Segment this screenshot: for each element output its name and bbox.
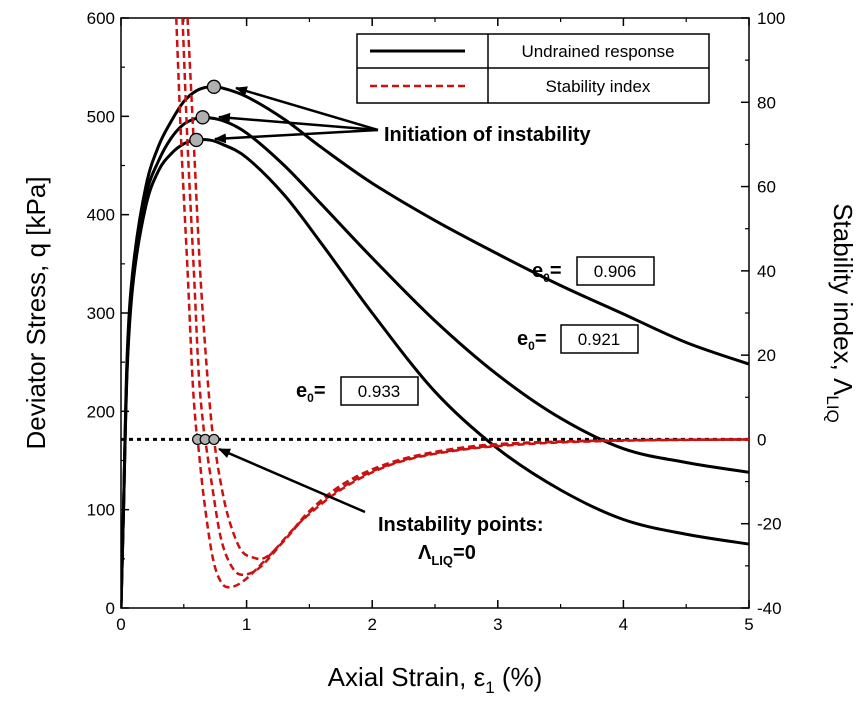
y2-tick-label: -40 — [757, 599, 782, 618]
y-tick-label: 200 — [87, 402, 115, 421]
legend-label-stability: Stability index — [546, 77, 651, 96]
legend-label-undrained: Undrained response — [521, 42, 674, 61]
undrained-response-line-2 — [121, 137, 749, 608]
x-tick-label: 0 — [116, 615, 125, 634]
y2-tick-label: 60 — [757, 178, 776, 197]
peak-marker — [206, 79, 222, 94]
e0-box-0921 — [560, 324, 639, 354]
e0-label-0906: e0= 0.906 — [532, 256, 655, 286]
x-tick-label: 4 — [619, 615, 628, 634]
arrow-initiation-3 — [214, 128, 379, 144]
markers — [189, 79, 222, 446]
annotation-instability-line2: ΛLIQ=0 — [418, 542, 476, 568]
x-tick-label: 1 — [242, 615, 251, 634]
svg-text:e0=: e0= — [296, 380, 326, 405]
x-tick-label: 5 — [744, 615, 753, 634]
annotations: Initiation of instability Instability po… — [214, 86, 655, 568]
e0-label-0933: e0= 0.933 — [296, 376, 419, 406]
y-tick-label: 0 — [106, 599, 115, 618]
svg-text:0.906: 0.906 — [594, 262, 637, 281]
y2-tick-label: 20 — [757, 346, 776, 365]
y2-tick-label: 0 — [757, 430, 766, 449]
peak-marker — [189, 132, 204, 148]
arrow-initiation-1 — [235, 86, 379, 132]
y-tick-label: 400 — [87, 206, 115, 225]
y2-tick-label: -20 — [757, 515, 782, 534]
y2-tick-label: 40 — [757, 262, 776, 281]
y2-tick-label: 80 — [757, 93, 776, 112]
annotation-initiation: Initiation of instability — [384, 124, 592, 146]
stability-index-line-3 — [186, 18, 749, 561]
peak-marker — [195, 110, 210, 125]
x-axis-title: Axial Strain, ε1 (%) — [328, 662, 543, 697]
x-tick-label: 3 — [493, 615, 502, 634]
annotation-instability-line1: Instability points: — [378, 514, 544, 536]
instability-marker — [208, 433, 220, 446]
svg-text:0.933: 0.933 — [358, 382, 401, 401]
arrow-instability — [218, 447, 366, 514]
y-tick-label: 100 — [87, 501, 115, 520]
legend: Undrained response Stability index — [356, 33, 710, 104]
y-tick-label: 300 — [87, 304, 115, 323]
stability-index-line-5 — [175, 18, 749, 589]
x-tick-label: 2 — [367, 615, 376, 634]
e0-box-0933 — [340, 376, 419, 406]
y2-tick-label: 100 — [757, 9, 785, 28]
svg-text:e0=: e0= — [532, 260, 562, 285]
y-axis-title: Deviator Stress, q [kPa] — [21, 176, 51, 449]
svg-text:0.921: 0.921 — [578, 330, 621, 349]
y-tick-label: 500 — [87, 107, 115, 126]
tick-labels: 0 1 2 3 4 5 0 100 200 300 400 500 600 -40 -20 0 20 40 60 80… — [87, 9, 786, 634]
e0-label-0921: e0= 0.921 — [517, 324, 639, 354]
svg-text:e0=: e0= — [517, 328, 547, 353]
y-tick-label: 600 — [87, 9, 115, 28]
y2-axis-title: Stability index, ΛLIQ — [823, 203, 858, 423]
e0-box-0906 — [576, 256, 655, 286]
arrow-initiation-2 — [218, 112, 379, 132]
